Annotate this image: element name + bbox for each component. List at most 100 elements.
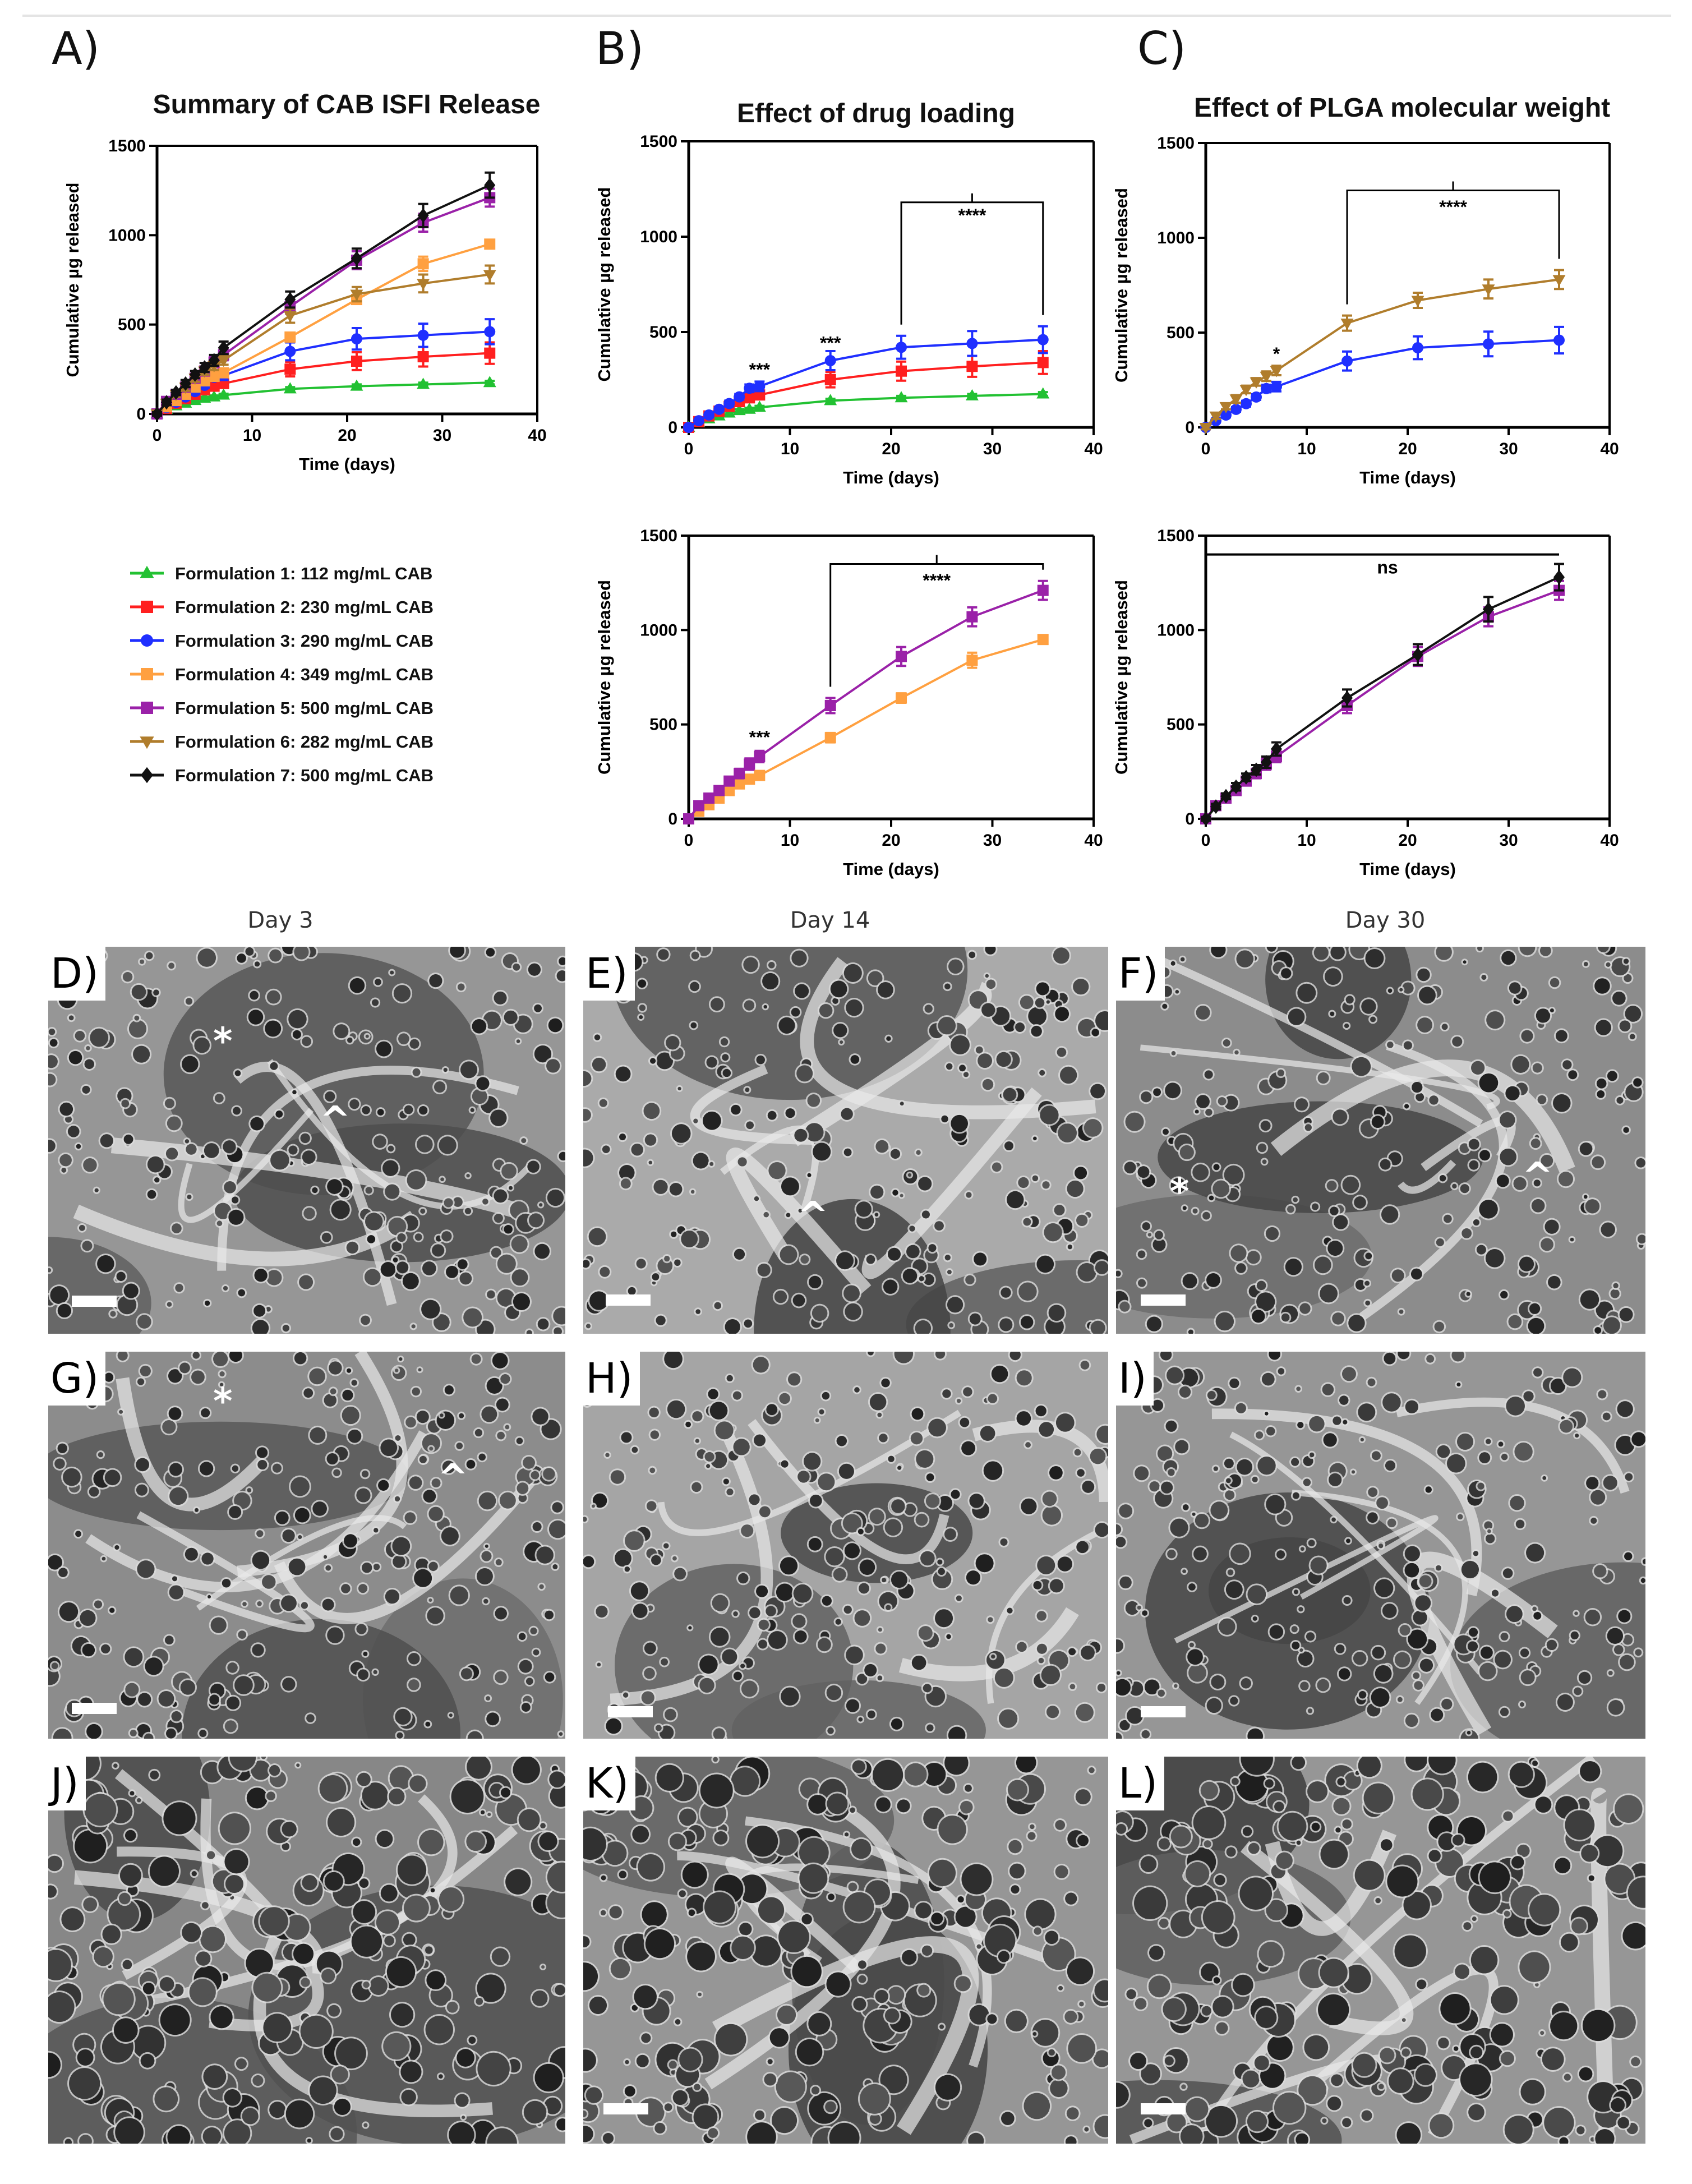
- sem-pore: [817, 1638, 831, 1652]
- x-tick-label: 20: [338, 426, 356, 445]
- x-tick-label: 10: [243, 426, 261, 445]
- sem-pore: [294, 947, 309, 960]
- sem-pore: [292, 1030, 301, 1039]
- sem-pore: [331, 1200, 350, 1219]
- sem-pore: [80, 1610, 96, 1627]
- sem-pore: [1036, 1643, 1047, 1654]
- legend-item: Formulation 6: 282 mg/mL CAB: [130, 732, 434, 752]
- sem-pore: [63, 1468, 81, 1486]
- sem-pore: [491, 1948, 509, 1965]
- x-tick-label: 40: [1600, 831, 1619, 850]
- sem-pore: [500, 1374, 510, 1384]
- sem-pore: [815, 1418, 819, 1422]
- sem-pore: [1385, 1460, 1396, 1471]
- legend-item: Formulation 7: 500 mg/mL CAB: [130, 766, 434, 785]
- sem-pore: [385, 1184, 400, 1199]
- sem-pore: [870, 2113, 880, 2124]
- sem-pore: [1350, 947, 1369, 959]
- data-point: [1483, 602, 1494, 617]
- sem-pore: [1227, 1569, 1234, 1575]
- series-formulation-7: [151, 171, 496, 421]
- sem-pore: [242, 1602, 247, 1606]
- sem-pore: [539, 1832, 557, 1851]
- sem-pore: [402, 1273, 419, 1289]
- sem-pore: [1417, 1017, 1432, 1033]
- sem-pore: [344, 1534, 357, 1548]
- sem-pore: [380, 1261, 396, 1277]
- sem-pore: [449, 2122, 474, 2144]
- sem-pore: [758, 1619, 769, 1630]
- sem-pore: [846, 999, 863, 1016]
- sem-pore: [456, 1443, 463, 1449]
- sem-pore: [390, 970, 394, 975]
- sem-pore: [1162, 1003, 1168, 1009]
- sem-pore: [1375, 1579, 1394, 1597]
- sem-pore: [326, 1453, 338, 1465]
- sem-pore: [462, 2116, 465, 2120]
- sem-pore: [440, 1177, 444, 1182]
- sem-pore: [275, 1511, 289, 1524]
- sem-pore: [1578, 1671, 1591, 1684]
- sem-pore: [975, 1046, 983, 1054]
- sem-label-j: J): [48, 1757, 86, 1810]
- sem-pore: [868, 971, 883, 986]
- x-tick-label: 0: [684, 831, 694, 850]
- sem-pore: [1370, 1016, 1376, 1022]
- sem-pore: [878, 1628, 882, 1632]
- sem-pore: [228, 1209, 244, 1225]
- sem-pore: [924, 1005, 933, 1013]
- sem-pore: [921, 1210, 930, 1219]
- sem-pore: [1485, 1249, 1504, 1268]
- sem-ridge: [1292, 1490, 1468, 1705]
- sem-image-d: D) * ^: [48, 947, 565, 1334]
- sem-pore: [602, 1145, 610, 1154]
- sem-pore: [1252, 1616, 1257, 1621]
- sem-pore: [191, 1870, 197, 1877]
- sem-pore: [1236, 1263, 1246, 1273]
- sem-pore: [247, 1488, 252, 1492]
- sem-pore: [1550, 1378, 1566, 1394]
- sem-pore: [1436, 1238, 1444, 1247]
- sem-pore: [403, 1933, 416, 1946]
- sem-pore: [1003, 1088, 1017, 1102]
- data-point: [350, 379, 363, 391]
- sem-pore: [497, 1431, 505, 1440]
- sem-ridge: [1140, 1044, 1500, 1110]
- sem-pore: [136, 1798, 141, 1803]
- sem-pore: [300, 1133, 310, 1144]
- sem-pore: [50, 1286, 68, 1304]
- data-point: [484, 347, 496, 359]
- sem-pore: [1147, 1233, 1152, 1237]
- sem-pore: [1371, 1116, 1384, 1128]
- sem-pore: [282, 1529, 295, 1542]
- sem-pore: [969, 1313, 981, 1325]
- sem-pore: [999, 1318, 1013, 1331]
- sem-pore: [369, 1976, 388, 1996]
- sem-pore: [959, 1065, 966, 1072]
- sem-pore: [624, 2086, 635, 2097]
- significance-label: ***: [749, 727, 771, 747]
- data-point: [1261, 383, 1272, 394]
- sem-pore: [661, 1658, 668, 1666]
- sem-micrograph: [48, 1757, 565, 2144]
- sem-pore: [1404, 1104, 1409, 1109]
- sem-pore: [224, 1850, 248, 1874]
- x-axis-label: Time (days): [1359, 859, 1456, 879]
- sem-pore: [1042, 1181, 1050, 1189]
- sem-pore: [130, 1791, 135, 1796]
- sem-pore: [500, 1787, 511, 1798]
- data-point: [351, 333, 362, 345]
- sem-pore: [1213, 1164, 1220, 1171]
- y-tick-label: 1000: [1157, 229, 1195, 247]
- sem-pore: [460, 1668, 472, 1680]
- sem-pore: [1623, 959, 1629, 964]
- sem-pore: [392, 1537, 411, 1555]
- sem-pore: [53, 1729, 72, 1739]
- sem-pore: [951, 1490, 960, 1499]
- sem-pore: [291, 1477, 310, 1496]
- sem-pore: [444, 1198, 453, 1208]
- sem-pore: [539, 1584, 544, 1589]
- sem-pore: [1619, 1020, 1631, 1032]
- sem-pore: [1171, 1051, 1176, 1056]
- sem-pore: [68, 1050, 82, 1065]
